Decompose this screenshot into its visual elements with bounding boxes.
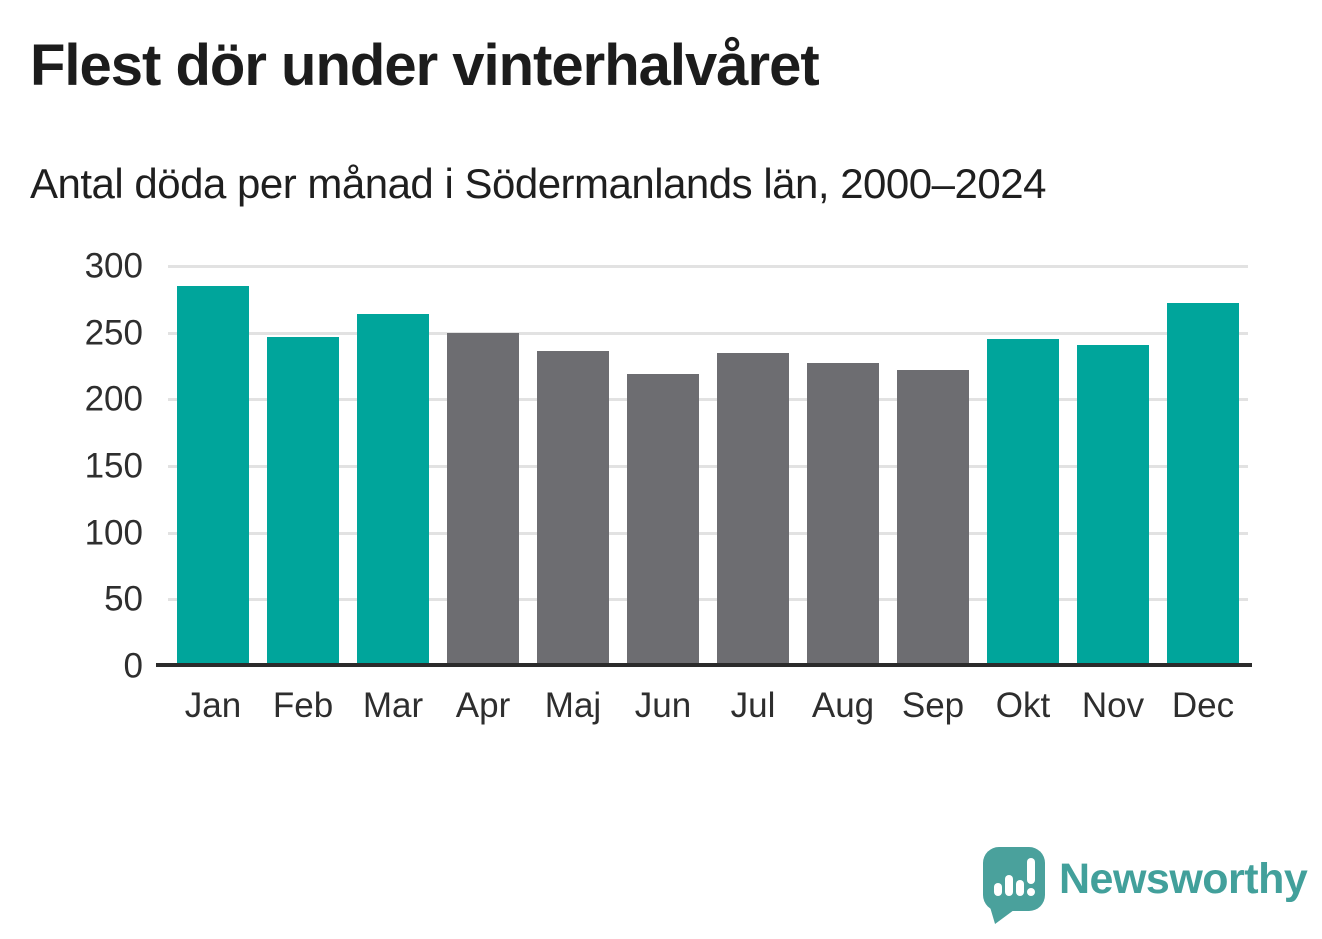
y-axis-label-150: 150	[84, 446, 143, 486]
x-axis-line	[156, 663, 1252, 667]
bar-sep	[897, 370, 969, 666]
y-axis-label-200: 200	[84, 379, 143, 419]
x-axis-label-sep: Sep	[901, 686, 965, 725]
y-axis-label-250: 250	[84, 313, 143, 353]
gridline-y-150	[168, 465, 1248, 468]
newsworthy-logo: Newsworthy	[983, 847, 1308, 927]
bar-nov	[1077, 344, 1149, 666]
bar-apr	[447, 332, 519, 666]
gridline-y-200	[168, 398, 1248, 402]
y-axis-label-100: 100	[84, 513, 143, 553]
gridline-y-300	[168, 265, 1248, 268]
chart-title: Flest dör under vinterhalvåret	[30, 33, 820, 98]
logo-chart-bar-1	[994, 883, 1002, 896]
bar-dec	[1167, 303, 1239, 666]
y-axis-label-50: 50	[104, 579, 143, 619]
logo-chart-bar-2	[1005, 875, 1013, 896]
bar-feb	[267, 336, 339, 666]
gridline-y-50	[168, 598, 1248, 602]
bar-okt	[987, 339, 1059, 666]
gridline-y-250	[168, 331, 1248, 335]
bar-aug	[807, 363, 879, 666]
logo-bubble-tail	[990, 907, 1018, 924]
x-axis-label-maj: Maj	[544, 686, 602, 725]
newsworthy-speech-bubble-bar-chart-icon	[983, 847, 1045, 927]
x-axis-label-aug: Aug	[811, 686, 875, 725]
x-axis-label-jul: Jul	[730, 686, 776, 725]
bar-jul	[717, 352, 789, 666]
logo-chart-bar-3	[1016, 880, 1024, 896]
logo-bubble-shape	[983, 847, 1045, 911]
chart-subtitle: Antal döda per månad i Södermanlands län…	[30, 160, 1046, 207]
x-axis-label-jun: Jun	[634, 686, 692, 725]
bar-jan	[177, 286, 249, 666]
logo-exclamation-bar	[1027, 858, 1035, 884]
x-axis-label-mar: Mar	[362, 686, 424, 725]
x-axis-label-okt: Okt	[995, 686, 1051, 725]
logo-exclamation-dot	[1027, 888, 1035, 896]
x-axis-label-apr: Apr	[455, 686, 511, 725]
bar-maj	[537, 351, 609, 666]
x-axis-label-nov: Nov	[1081, 686, 1145, 725]
x-axis-label-jan: Jan	[184, 686, 242, 725]
y-axis-label-300: 300	[84, 246, 143, 286]
newsworthy-wordmark: Newsworthy	[1059, 855, 1308, 903]
x-axis-label-dec: Dec	[1171, 686, 1235, 725]
bar-jun	[627, 374, 699, 666]
y-axis-label-0: 0	[123, 646, 143, 686]
x-axis-label-feb: Feb	[272, 686, 334, 725]
gridline-y-100	[168, 531, 1248, 535]
bar-mar	[357, 314, 429, 666]
